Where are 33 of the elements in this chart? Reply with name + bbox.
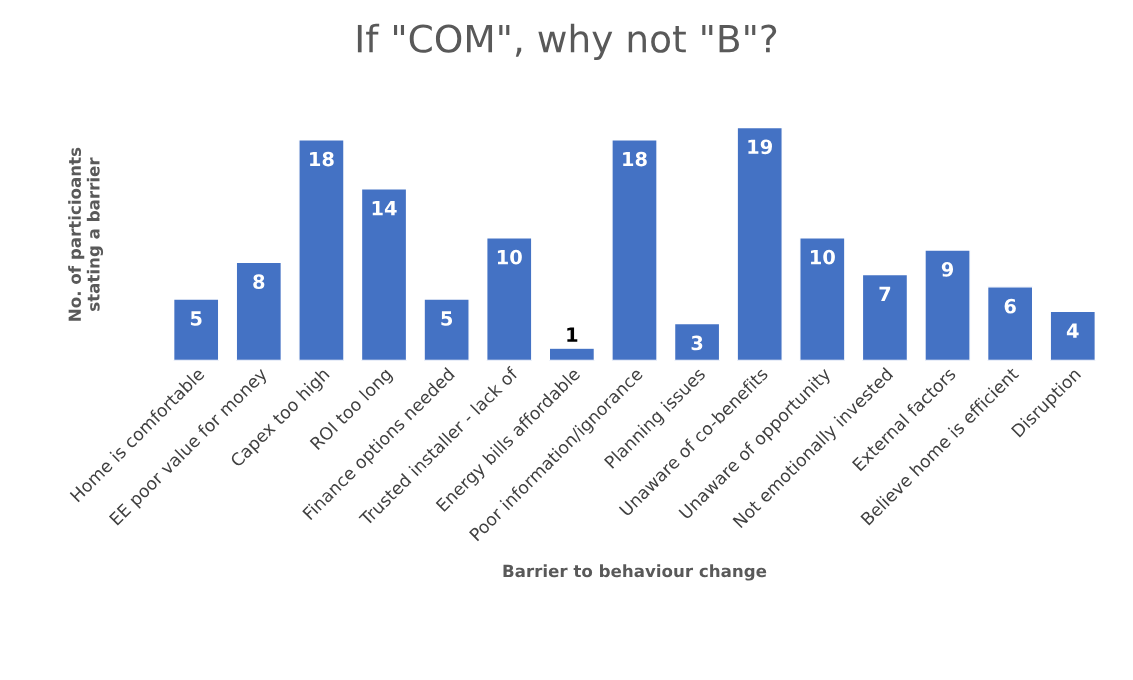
bar [548, 347, 596, 361]
data-label: 14 [372, 200, 397, 216]
y-axis-title: No. of particioants stating a barrier [68, 147, 104, 321]
bar [423, 298, 470, 361]
bar [799, 237, 846, 361]
bar [360, 188, 408, 361]
bar [736, 126, 783, 361]
data-label: 18 [310, 151, 334, 167]
bar [1049, 310, 1097, 361]
bar [172, 298, 220, 361]
bar [611, 139, 658, 361]
data-label: 4 [1066, 323, 1079, 338]
bar [235, 261, 283, 361]
data-label: 10 [497, 249, 522, 265]
data-label: 7 [879, 286, 891, 301]
data-label: 5 [441, 311, 453, 326]
data-label: 9 [941, 262, 954, 277]
data-label: 1 [567, 327, 578, 342]
data-label: 10 [810, 249, 835, 265]
bar [673, 322, 721, 361]
data-label: 18 [623, 151, 647, 167]
bar [298, 139, 345, 361]
data-label: 19 [748, 139, 772, 155]
data-label: 6 [1004, 298, 1016, 314]
data-label: 8 [253, 274, 265, 290]
bar [924, 249, 971, 361]
data-label: 5 [190, 311, 202, 326]
x-axis-title: Barrier to behaviour change [503, 564, 767, 581]
bar [861, 273, 909, 361]
bar [986, 286, 1034, 361]
chart-title: If "COM", why not "B"? [357, 23, 777, 61]
bar [486, 237, 533, 361]
data-label: 3 [691, 335, 703, 351]
